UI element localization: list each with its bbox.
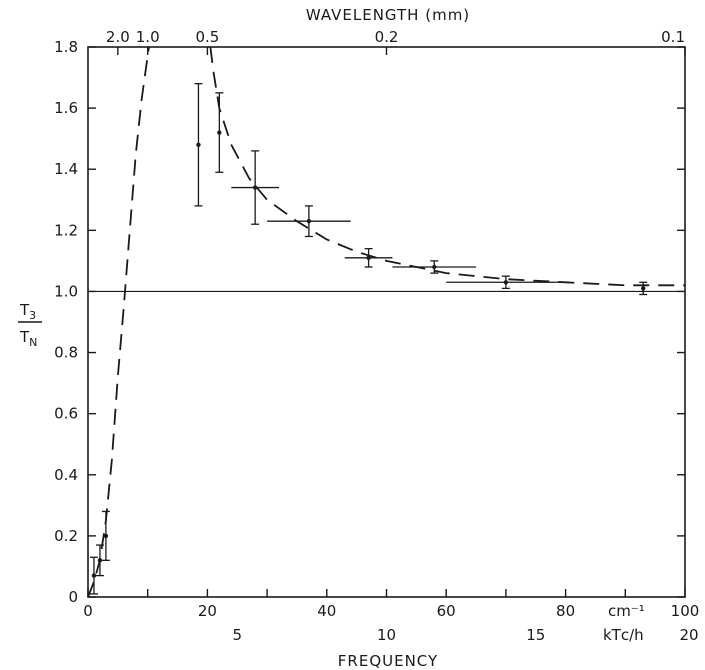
point-marker [306, 218, 312, 224]
data-point-9 [392, 260, 477, 274]
y-axis-numerator-sub: 3 [29, 309, 36, 322]
point-marker [641, 286, 646, 291]
x-axis-title: FREQUENCY [338, 652, 438, 670]
curve-2 [209, 46, 685, 287]
point-marker [366, 255, 371, 261]
point-marker [432, 264, 437, 270]
y-tick-label: 1.6 [54, 99, 78, 117]
point-marker [91, 573, 97, 578]
y-tick-label: 0.4 [54, 466, 78, 484]
secondary-tick-label: 20 [679, 626, 698, 644]
point-marker [252, 185, 258, 190]
point-marker [196, 142, 201, 147]
y-tick-label: 1.4 [54, 160, 78, 178]
x-tick-label: 40 [317, 602, 336, 620]
data-point-7 [267, 205, 351, 238]
y-tick-label: 0.2 [54, 527, 78, 545]
secondary-tick-label: 15 [526, 626, 545, 644]
svg-text:TN: TN [19, 328, 37, 349]
y-tick-label: 1.0 [54, 282, 78, 300]
data-point-2 [95, 544, 104, 577]
secondary-tick-label: 10 [377, 626, 396, 644]
data-point-3 [101, 510, 110, 561]
x-tick-label: 60 [437, 602, 456, 620]
y-tick-label: 1.2 [54, 221, 78, 239]
x-axis-unit: cm⁻¹ [608, 602, 645, 620]
top-axis-title: WAVELENGTH (mm) [306, 6, 470, 24]
y-axis-numerator: T [19, 301, 30, 319]
y-tick-label: 0.6 [54, 405, 78, 423]
data-point-4 [194, 83, 203, 207]
top-tick-label: 2.0 [106, 28, 130, 46]
y-tick-label: 0 [68, 588, 78, 606]
y-tick-label: 1.8 [54, 38, 78, 56]
secondary-axis-title: kTᴄ/h [603, 626, 644, 644]
data-points [89, 83, 648, 595]
point-marker [503, 280, 509, 285]
top-tick-label: 0.2 [375, 28, 399, 46]
point-marker [103, 533, 109, 539]
y-axis-title: T3 TN [18, 301, 42, 349]
data-point-1 [89, 556, 98, 595]
data-point-8 [344, 248, 393, 268]
x-tick-label: 80 [556, 602, 575, 620]
top-tick-label: 1.0 [136, 28, 160, 46]
top-tick-label: 0.1 [661, 28, 685, 46]
fit-curves [87, 46, 685, 598]
secondary-tick-label: 5 [232, 626, 242, 644]
data-point-5 [215, 92, 224, 173]
data-point-6 [231, 150, 280, 225]
x-tick-label: 0 [83, 602, 93, 620]
x-tick-label: 20 [198, 602, 217, 620]
svg-text:T3: T3 [19, 301, 36, 322]
y-axis-denominator: T [19, 328, 30, 346]
data-point-11 [639, 281, 648, 296]
plot-frame [87, 46, 686, 598]
tick-labels: 00.20.40.60.81.01.21.41.61.80 20 40 60 80 100… [54, 28, 699, 644]
x-tick-label: 100 [671, 602, 700, 620]
top-tick-label: 0.5 [195, 28, 219, 46]
data-point-10 [446, 275, 566, 290]
point-marker [217, 130, 222, 135]
y-axis-denominator-sub: N [29, 336, 37, 349]
y-tick-label: 0.8 [54, 344, 78, 362]
curve-1 [87, 46, 150, 598]
tick-marks [87, 46, 686, 598]
point-marker [97, 558, 103, 563]
